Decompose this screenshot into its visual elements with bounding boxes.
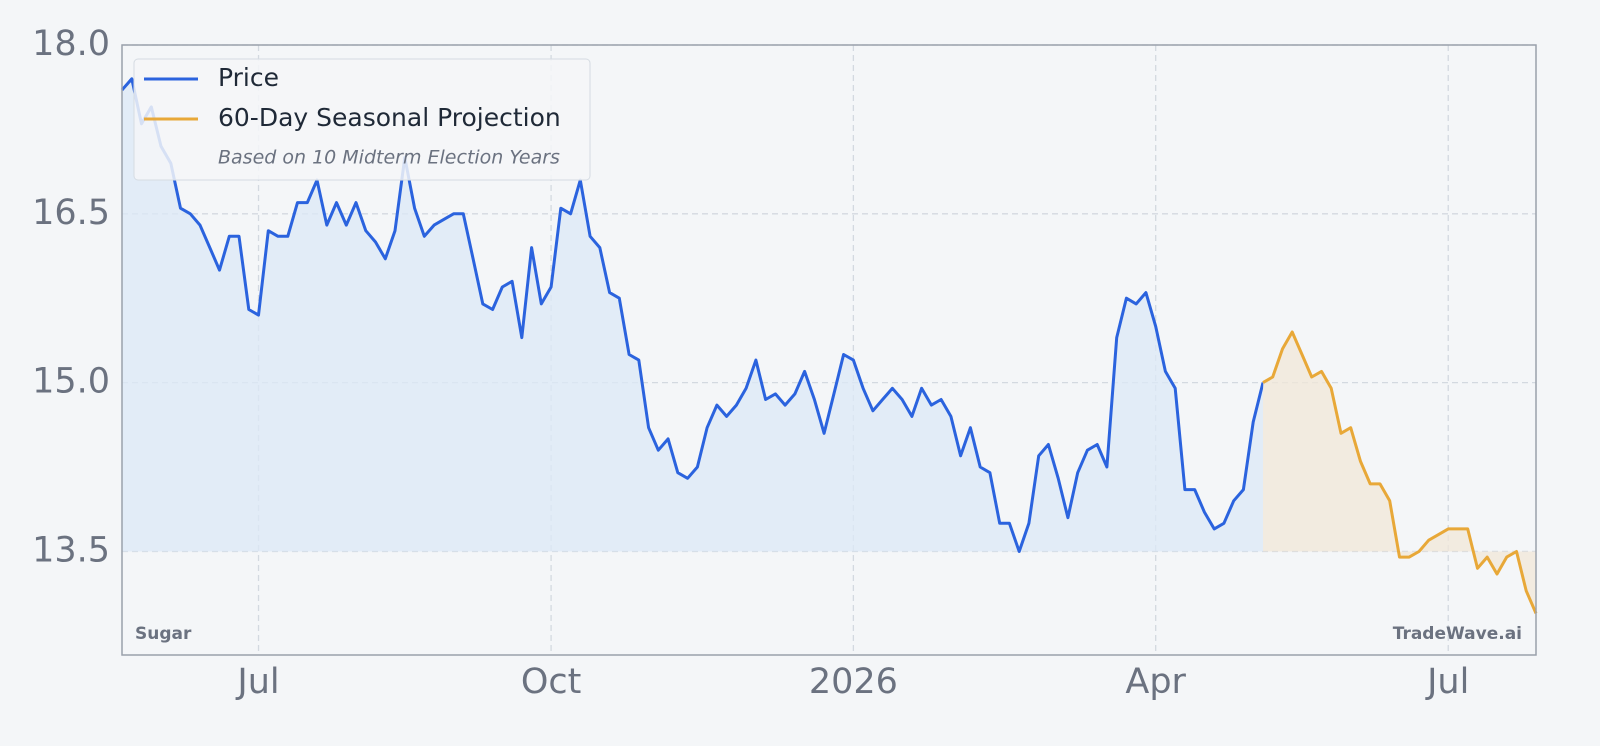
watermark: TradeWave.ai [1393,624,1522,644]
y-tick-label: 16.5 [32,193,110,233]
y-tick-label: 13.5 [32,530,110,570]
x-tick-label: 2026 [809,662,898,702]
area-fill [1263,332,1536,614]
y-tick-label: 18.0 [32,24,110,64]
area-fill [122,78,1263,552]
commodity-label: Sugar [135,624,192,644]
y-tick-label: 15.0 [32,362,110,402]
x-tick-label: Jul [235,662,279,702]
legend-label: 60-Day Seasonal Projection [218,103,561,132]
x-tick-label: Apr [1125,662,1186,702]
legend-note: Based on 10 Midterm Election Years [218,147,560,169]
plot-frame [121,44,1537,656]
line [1262,330,1538,614]
line [120,77,1265,553]
legend-box [133,58,591,181]
legend: Price 60-Day Seasonal Projection Based on … [133,58,591,181]
x-tick-label: Oct [521,662,582,702]
x-tick-label: Jul [1425,662,1469,702]
legend-label: Price [218,63,279,92]
